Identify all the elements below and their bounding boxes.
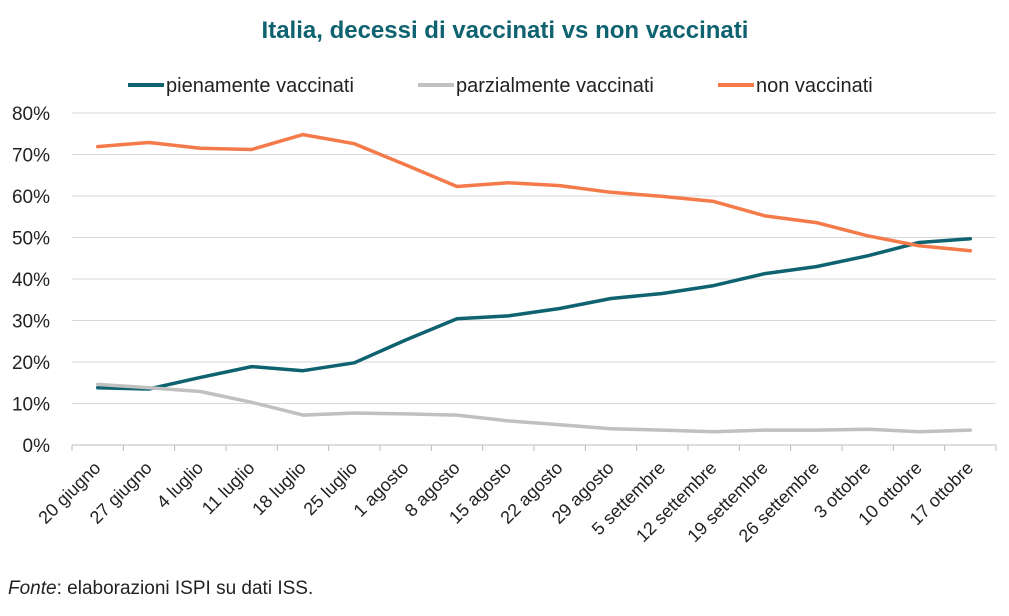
source-note: Fonte: elaborazioni ISPI su dati ISS.	[8, 578, 313, 600]
y-tick-label: 30%	[12, 312, 50, 333]
series-lines	[95, 132, 973, 434]
source-text: : elaborazioni ISPI su dati ISS.	[56, 578, 314, 599]
legend: pienamente vaccinati parzialmente vaccina…	[128, 75, 873, 97]
y-tick-label: 0%	[23, 436, 51, 457]
y-tick-label: 10%	[12, 395, 50, 416]
source-label: Fonte	[8, 578, 57, 599]
y-tick-label: 50%	[12, 229, 50, 250]
legend-label: non vaccinati	[756, 75, 873, 97]
x-tick-label: 1 agosto	[350, 458, 413, 521]
x-tick-label: 18 luglio	[248, 458, 310, 520]
series-line-non-vaccinati	[95, 132, 973, 253]
legend-label: pienamente vaccinati	[166, 75, 354, 97]
chart-title: Italia, decessi di vaccinati vs non vacc…	[262, 17, 749, 44]
y-tick-label: 80%	[12, 104, 50, 125]
legend-label: parzialmente vaccinati	[456, 75, 654, 97]
y-tick-label: 70%	[12, 146, 50, 167]
y-tick-label: 60%	[12, 187, 50, 208]
y-axis: 0% 10% 20% 30% 40% 50% 60% 70% 80%	[12, 104, 50, 457]
series-line-parzialmente-vaccinati	[95, 382, 973, 434]
x-tick-label: 11 luglio	[198, 458, 259, 519]
y-tick-label: 20%	[12, 353, 50, 374]
series-line-pienamente-vaccinati	[95, 236, 973, 391]
y-tick-label: 40%	[12, 270, 50, 291]
